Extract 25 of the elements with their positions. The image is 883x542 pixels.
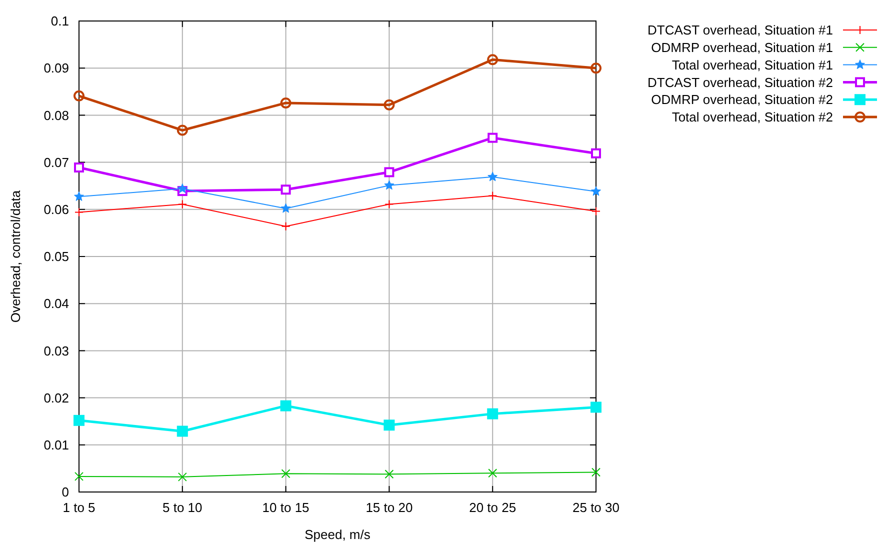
x-axis-title: Speed, m/s (304, 527, 371, 542)
y-tick-label: 0.06 (44, 202, 69, 217)
y-tick-label: 0.1 (50, 14, 69, 29)
y-tick-label: 0.03 (44, 343, 69, 358)
legend-label: DTCAST overhead, Situation #1 (648, 22, 833, 38)
x-tick-label: 5 to 10 (162, 500, 202, 515)
x-tick-label: 25 to 30 (572, 500, 620, 515)
x-tick-label: 15 to 20 (366, 500, 413, 515)
x-tick-label: 1 to 5 (62, 500, 96, 515)
y-tick-label: 0.09 (44, 60, 69, 76)
x-tick-label: 10 to 15 (262, 500, 310, 515)
y-tick-label: 0.05 (44, 249, 69, 264)
y-tick-label: 0.02 (44, 390, 69, 406)
legend-label: Total overhead, Situation #1 (672, 57, 833, 72)
y-tick-label: 0.04 (44, 296, 69, 312)
y-tick-label: 0 (62, 484, 69, 500)
x-tick-label: 20 to 25 (469, 500, 516, 515)
y-tick-label: 0.08 (44, 108, 69, 123)
y-axis-title: Overhead, control/data (8, 190, 23, 323)
y-tick-label: 0.01 (44, 437, 69, 452)
legend-label: Total overhead, Situation #2 (672, 110, 833, 125)
legend-label: ODMRP overhead, Situation #1 (651, 40, 833, 55)
legend-label: ODMRP overhead, Situation #2 (651, 92, 833, 108)
legend-label: DTCAST overhead, Situation #2 (648, 74, 833, 90)
y-tick-label: 0.07 (44, 154, 69, 170)
